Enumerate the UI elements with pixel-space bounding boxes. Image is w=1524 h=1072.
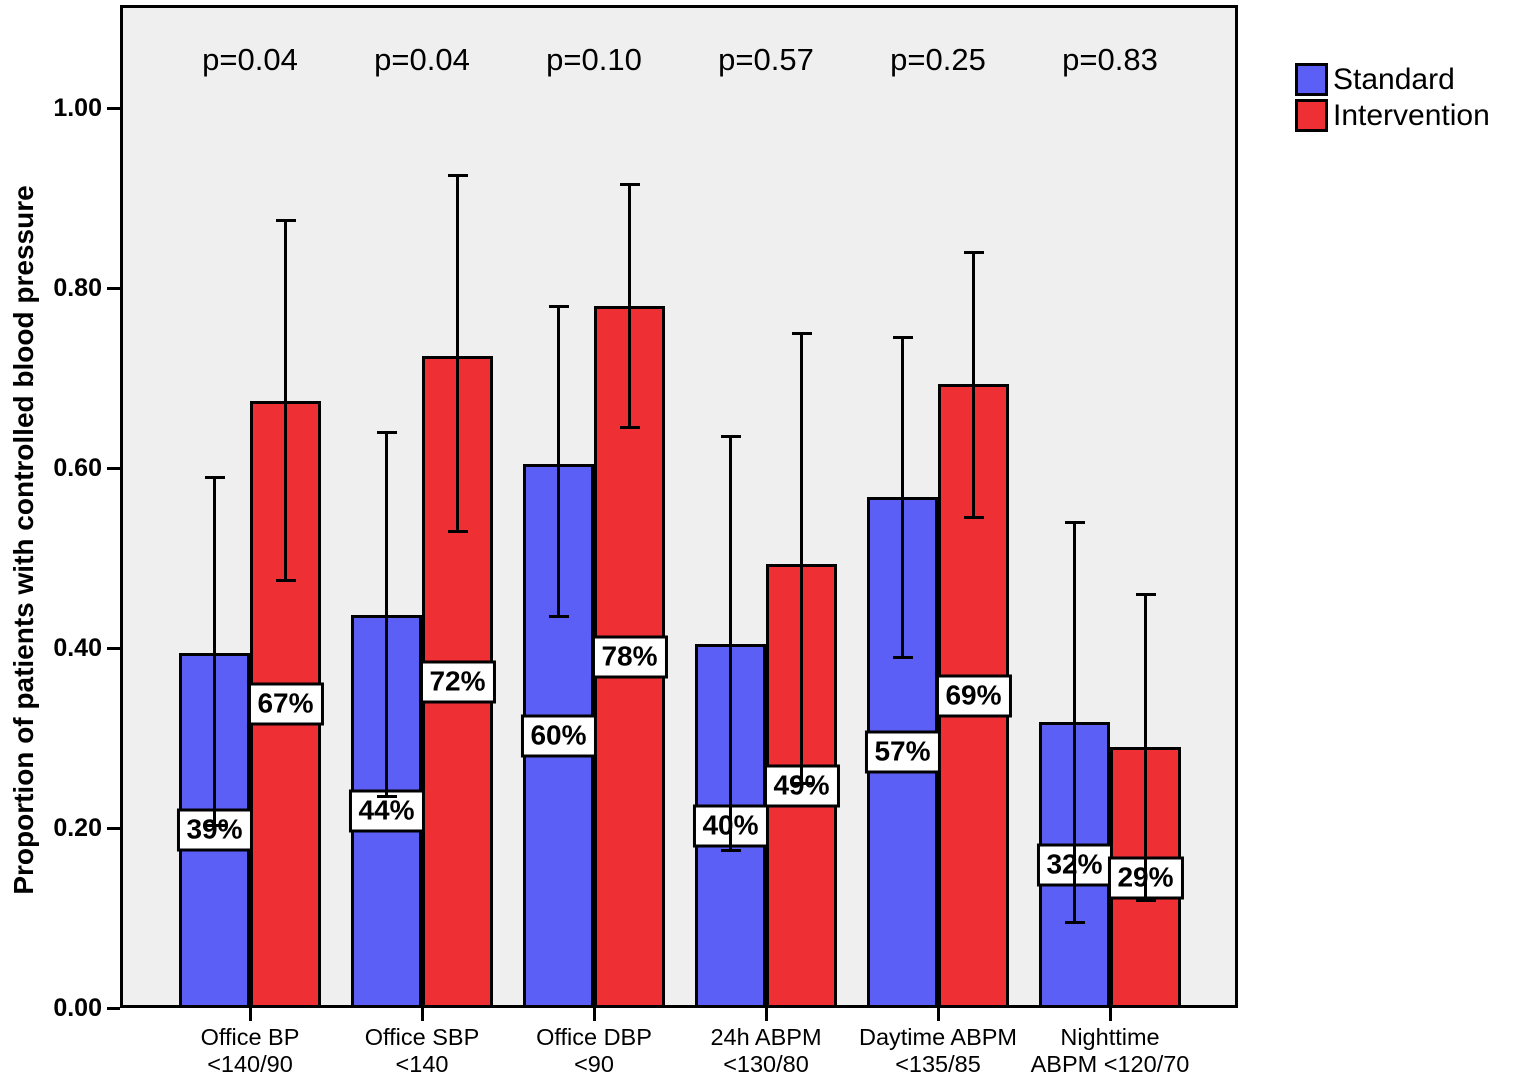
- legend-swatch-intervention: [1295, 99, 1328, 132]
- legend-swatch-standard: [1295, 63, 1328, 96]
- bar-value-label: 67%: [247, 682, 324, 726]
- x-category-label: Office SBP <140: [364, 1024, 480, 1072]
- x-tick-mark: [248, 1008, 252, 1021]
- p-value-label: p=0.57: [718, 42, 814, 77]
- p-value-label: p=0.83: [1062, 42, 1158, 77]
- error-bar-cap: [963, 516, 984, 519]
- x-tick-mark: [592, 1008, 596, 1021]
- error-bar-cap: [963, 250, 984, 254]
- error-bar-line: [284, 220, 287, 581]
- y-tick-mark: [107, 826, 120, 830]
- x-category-label: Nighttime ABPM <120/70: [1030, 1024, 1190, 1072]
- y-tick-mark: [107, 1006, 120, 1010]
- error-bar-line: [800, 333, 803, 783]
- error-bar-cap: [447, 529, 468, 533]
- x-category-label: Daytime ABPM <135/85: [858, 1024, 1018, 1072]
- error-bar-cap: [720, 849, 741, 852]
- error-bar-line: [1144, 594, 1147, 900]
- y-tick-mark: [107, 646, 120, 650]
- error-bar-cap: [791, 781, 812, 785]
- error-bar-line: [901, 337, 904, 657]
- error-bar-cap: [720, 435, 741, 438]
- x-tick-mark: [1108, 1008, 1112, 1021]
- p-value-label: p=0.04: [202, 42, 298, 77]
- y-tick-label: 0.00: [53, 994, 102, 1022]
- y-tick-mark: [107, 106, 120, 110]
- y-tick-label: 1.00: [53, 94, 102, 122]
- error-bar-cap: [275, 579, 296, 582]
- error-bar-cap: [204, 475, 225, 479]
- legend-item-standard: Standard: [1295, 63, 1490, 96]
- error-bar-line: [456, 175, 459, 531]
- error-bar-line: [557, 306, 560, 617]
- bar-value-label: 72%: [419, 660, 496, 704]
- legend-item-intervention: Intervention: [1295, 99, 1490, 132]
- error-bar-cap: [275, 219, 296, 222]
- error-bar-cap: [1064, 921, 1085, 924]
- error-bar-line: [385, 432, 388, 797]
- error-bar-cap: [1064, 520, 1085, 524]
- error-bar-cap: [548, 304, 569, 308]
- error-bar-cap: [204, 823, 225, 827]
- bar-value-label: 57%: [864, 730, 941, 774]
- error-bar-line: [213, 477, 216, 826]
- x-category-label: Office BP <140/90: [200, 1024, 300, 1072]
- x-category-label: Office DBP <90: [536, 1024, 652, 1072]
- y-tick-label: 0.80: [53, 274, 102, 302]
- x-tick-mark: [420, 1008, 424, 1021]
- y-tick-mark: [107, 286, 120, 290]
- legend: Standard Intervention: [1295, 63, 1490, 132]
- y-tick-label: 0.60: [53, 454, 102, 482]
- error-bar-cap: [791, 331, 812, 335]
- error-bar-cap: [376, 795, 397, 798]
- p-value-label: p=0.04: [374, 42, 470, 77]
- error-bar-line: [628, 184, 631, 428]
- bar-value-label: 60%: [520, 714, 597, 758]
- x-tick-mark: [936, 1008, 940, 1021]
- y-tick-mark: [107, 466, 120, 470]
- error-bar-cap: [1135, 898, 1156, 902]
- y-tick-label: 0.20: [53, 814, 102, 842]
- error-bar-cap: [548, 615, 569, 618]
- legend-label: Intervention: [1333, 99, 1490, 132]
- bar-value-label: 69%: [935, 674, 1012, 718]
- p-value-label: p=0.10: [546, 42, 642, 77]
- error-bar-line: [1073, 522, 1076, 923]
- error-bar-cap: [376, 430, 397, 434]
- error-bar-cap: [619, 426, 640, 429]
- error-bar-cap: [892, 655, 913, 659]
- p-value-label: p=0.25: [890, 42, 986, 77]
- error-bar-cap: [619, 183, 640, 186]
- y-tick-label: 0.40: [53, 634, 102, 662]
- legend-label: Standard: [1333, 63, 1455, 96]
- x-category-label: 24h ABPM <130/80: [710, 1024, 822, 1072]
- error-bar-line: [729, 436, 732, 851]
- error-bar-cap: [892, 336, 913, 339]
- bar-value-label: 78%: [591, 635, 668, 679]
- error-bar-cap: [1135, 592, 1156, 596]
- error-bar-line: [972, 252, 975, 518]
- x-tick-mark: [764, 1008, 768, 1021]
- error-bar-cap: [447, 174, 468, 177]
